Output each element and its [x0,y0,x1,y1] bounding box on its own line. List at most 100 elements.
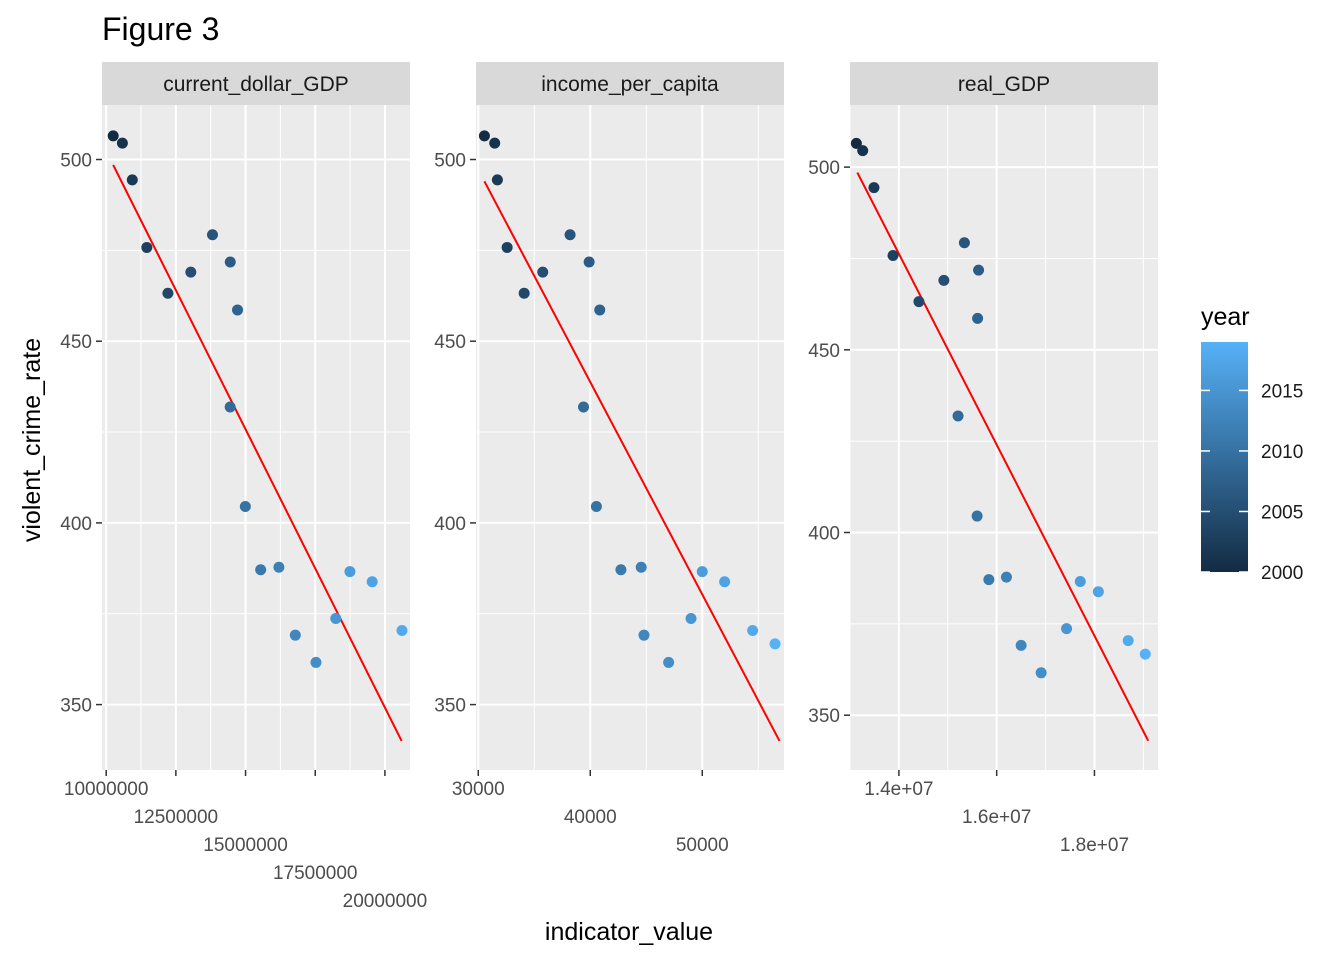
year-legend: year 2000 2005 2010 2015 [1201,303,1303,584]
y-tick-label: 500 [808,158,840,179]
data-point [224,256,236,268]
data-point [1092,586,1104,598]
facet-panels: current_dollar_GDP 350 400 450 500 10000000 12… [60,62,1158,912]
panel-plot-area [102,105,430,770]
data-point [719,576,731,588]
data-point [107,130,119,142]
data-point [857,145,869,157]
data-point [887,250,899,262]
y-tick-label: 350 [808,706,840,727]
data-point [501,241,513,253]
data-point [1061,623,1073,635]
data-point [913,296,925,308]
data-point [126,174,138,186]
data-point [850,137,862,149]
data-point [419,638,430,649]
data-point [1139,648,1151,660]
facet-strip [102,62,410,105]
data-point [330,612,342,624]
legend-tick-label: 2010 [1261,442,1303,463]
data-point [590,501,602,513]
panel-plot-area [850,105,1158,770]
legend-colorbar [1201,342,1248,572]
data-point [478,130,490,142]
data-point [769,638,781,650]
y-tick-label: 400 [60,514,92,535]
panel-plot-area [476,105,784,770]
y-tick-label: 350 [60,696,92,717]
data-point [239,501,251,513]
data-point [344,566,356,578]
panel-income-per-capita: income_per_capita 350 400 450 500 30000 40000 5… [434,62,784,856]
data-point [983,574,995,586]
panel-current-dollar-GDP: current_dollar_GDP 350 400 450 500 10000000 12… [60,62,430,912]
facet-strip-label: current_dollar_GDP [163,73,349,96]
legend-tick-label: 2000 [1261,563,1303,584]
y-axis-title: violent_crime_rate [18,338,46,542]
panel-real-GDP: real_GDP 350 400 450 500 1.4e+07 1.6e+07 1.8e+0… [808,62,1158,856]
data-point [1015,639,1027,651]
data-point [747,624,759,636]
y-tick-label: 450 [808,341,840,362]
data-point [537,266,549,278]
data-point [583,256,595,268]
data-point [1035,667,1047,679]
y-tick-label: 350 [434,696,466,717]
legend-tick-label: 2015 [1261,381,1303,402]
legend-title: year [1201,303,1250,331]
data-point [685,612,697,624]
x-tick-label: 40000 [564,807,617,828]
data-point [162,287,174,299]
data-point [638,629,650,641]
y-tick-label: 500 [434,151,466,172]
trend-line [856,172,1150,742]
y-tick-label: 500 [60,151,92,172]
data-point [396,624,408,636]
x-tick-label: 10000000 [64,779,149,800]
data-point [206,229,218,241]
data-point [273,561,285,573]
data-point [564,229,576,241]
data-point [663,656,675,668]
facet-strip-label: income_per_capita [541,73,719,96]
panel-background [476,105,784,770]
facet-strip [476,62,784,105]
x-tick-label: 1.8e+07 [1060,835,1129,856]
facet-strip [850,62,1158,105]
data-point [972,312,984,324]
data-point [938,274,950,286]
data-point [232,304,244,316]
data-point [224,401,236,413]
data-point [696,566,708,578]
x-tick-label: 12500000 [134,807,219,828]
panel-background [102,105,410,770]
data-point [310,656,322,668]
x-tick-label: 1.4e+07 [864,779,933,800]
data-point [973,264,985,276]
data-point [971,510,983,522]
y-tick-label: 400 [434,514,466,535]
y-tick-label: 450 [434,332,466,353]
data-point [289,629,301,641]
data-point [491,174,503,186]
data-point [1000,571,1012,583]
x-tick-label: 50000 [676,835,729,856]
data-point [255,564,267,576]
x-tick-label: 15000000 [203,835,288,856]
facet-strip-label: real_GDP [958,73,1050,96]
data-point [958,237,970,249]
data-point [615,564,627,576]
x-axis-title: indicator_value [545,918,713,946]
x-tick-label: 17500000 [273,863,358,884]
data-point [952,410,964,422]
data-point [489,137,501,149]
data-point [578,401,590,413]
data-point [1074,575,1086,587]
chart-title: Figure 3 [102,11,219,47]
trend-line [483,180,781,742]
x-tick-label: 1.6e+07 [962,807,1031,828]
trend-line [112,164,403,742]
data-point [518,287,530,299]
data-point [366,576,378,588]
